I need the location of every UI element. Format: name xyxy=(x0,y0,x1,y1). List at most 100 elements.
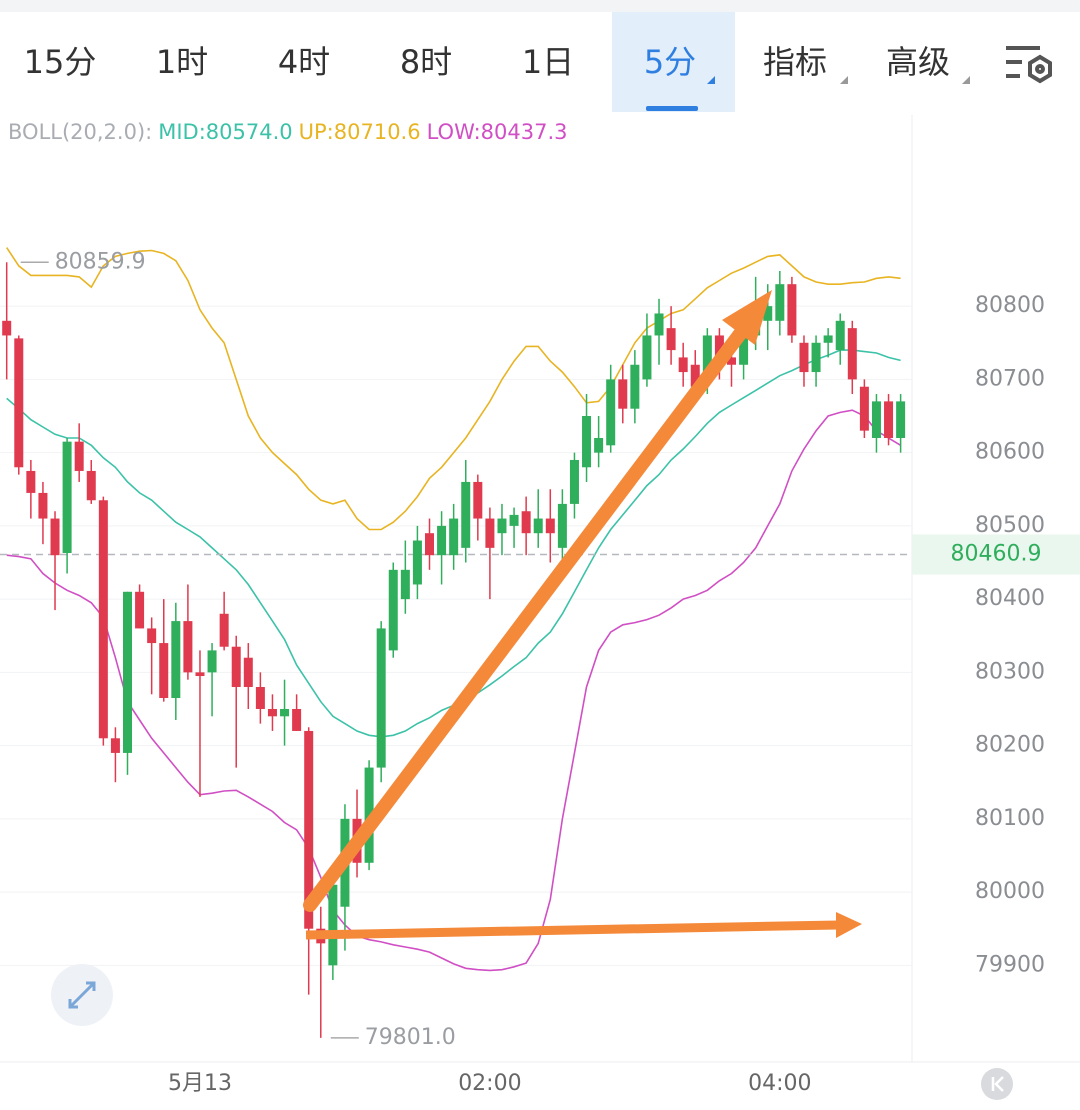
trend-arrows xyxy=(303,290,862,940)
band-line xyxy=(6,409,902,972)
candle-body xyxy=(787,284,797,336)
candle-body xyxy=(835,320,845,351)
candle-body xyxy=(159,643,169,698)
candle-body xyxy=(727,357,736,365)
candle-body xyxy=(400,569,410,600)
last-price-label: 80460.9 xyxy=(951,542,1042,567)
candle-body xyxy=(739,335,749,365)
tab[interactable]: 1时 xyxy=(156,43,208,81)
y-tick-label: 80500 xyxy=(975,513,1045,538)
candle-body xyxy=(388,569,398,651)
candle-body xyxy=(666,328,676,351)
x-tick-label: 5月13 xyxy=(168,1071,232,1096)
tab[interactable]: 指标 xyxy=(763,43,827,81)
scroll-end-button[interactable] xyxy=(981,1068,1013,1100)
arrow-head xyxy=(836,912,862,938)
candle-body xyxy=(569,459,579,504)
candle-body xyxy=(582,416,592,468)
candle-body xyxy=(123,591,132,753)
candle-body xyxy=(376,628,386,768)
arrow-head xyxy=(722,290,772,345)
candle-body xyxy=(195,672,205,677)
candle-body xyxy=(823,335,833,343)
candle-body xyxy=(412,540,422,585)
candle-body xyxy=(847,328,857,380)
x-tick-label: 02:00 xyxy=(458,1071,521,1096)
dropdown-marker xyxy=(962,76,970,84)
candle-body xyxy=(521,511,531,534)
candle-body xyxy=(135,591,145,629)
candle-body xyxy=(219,613,229,647)
candle-body xyxy=(38,492,48,519)
candle-body xyxy=(557,503,567,548)
indicator-label: LOW:80437.3 xyxy=(427,120,568,144)
y-tick-label: 80700 xyxy=(975,366,1045,391)
tab-active[interactable]: 5分 xyxy=(644,43,696,81)
plot: 79900 80000 80100 80200 80300 80400 80500 80600… xyxy=(0,115,1080,1096)
candle-body xyxy=(207,650,217,673)
tab[interactable]: 1日 xyxy=(522,43,574,81)
candle-body xyxy=(255,687,265,709)
candle-body xyxy=(642,335,652,380)
indicator-label: BOLL(20,2.0): xyxy=(8,120,152,144)
candle-body xyxy=(461,481,471,548)
candle-body xyxy=(618,379,628,409)
candle-body xyxy=(884,401,894,438)
dropdown-marker xyxy=(840,76,848,84)
y-tick-label: 80300 xyxy=(975,659,1045,684)
candle-body xyxy=(763,306,773,321)
y-tick-label: 80600 xyxy=(975,440,1045,465)
status-strip xyxy=(0,0,1080,12)
candle-body xyxy=(630,364,640,409)
candle-body xyxy=(50,518,60,556)
candle-body xyxy=(304,730,314,929)
candle-body xyxy=(231,646,241,688)
candle-body xyxy=(485,518,495,548)
candle-body xyxy=(545,518,555,534)
y-tick-label: 80100 xyxy=(975,806,1045,831)
candle-body xyxy=(26,470,36,493)
settings-icon[interactable] xyxy=(1006,46,1052,84)
candle-body xyxy=(775,284,785,321)
min-label: 79801.0 xyxy=(365,1025,456,1050)
candle-body xyxy=(437,525,447,556)
arrow-up xyxy=(303,311,759,912)
candle-body xyxy=(280,708,290,717)
indicator-label: UP:80710.6 xyxy=(299,120,421,144)
candle-body xyxy=(654,313,664,336)
tab[interactable]: 4时 xyxy=(278,43,330,81)
candle-body xyxy=(74,441,84,471)
candle-body xyxy=(62,441,72,553)
candle-body xyxy=(425,533,434,556)
tab[interactable]: 高级 xyxy=(886,43,950,81)
x-tick-label: 04:00 xyxy=(748,1071,811,1096)
candle-body xyxy=(2,320,12,336)
candle-body xyxy=(871,401,881,438)
candle-body xyxy=(328,884,338,966)
candle-body xyxy=(690,364,700,387)
candle-body xyxy=(859,386,869,431)
expand-button[interactable] xyxy=(51,964,113,1026)
candle-body xyxy=(509,514,519,526)
y-tick-label: 80000 xyxy=(975,879,1045,904)
candle-body xyxy=(183,621,193,673)
candle-body xyxy=(811,342,821,373)
candle-body xyxy=(14,338,24,468)
y-tick-label: 80200 xyxy=(975,733,1045,758)
dropdown-marker xyxy=(707,76,715,84)
candle-body xyxy=(594,437,604,453)
last-price-box xyxy=(912,534,1080,575)
candle-body xyxy=(449,518,459,556)
tab[interactable]: 15分 xyxy=(24,43,97,81)
candle-body xyxy=(896,401,906,438)
candle-body xyxy=(267,708,277,717)
tab[interactable]: 8时 xyxy=(400,43,452,81)
candle-body xyxy=(243,657,253,688)
active-tab-bg xyxy=(612,12,735,112)
candle-body xyxy=(171,621,181,698)
indicator-label: MID:80574.0 xyxy=(158,120,292,144)
candle-body xyxy=(606,379,616,446)
arrow-flat xyxy=(305,920,839,940)
y-tick-label: 79900 xyxy=(975,952,1045,977)
candle-body xyxy=(678,357,688,373)
